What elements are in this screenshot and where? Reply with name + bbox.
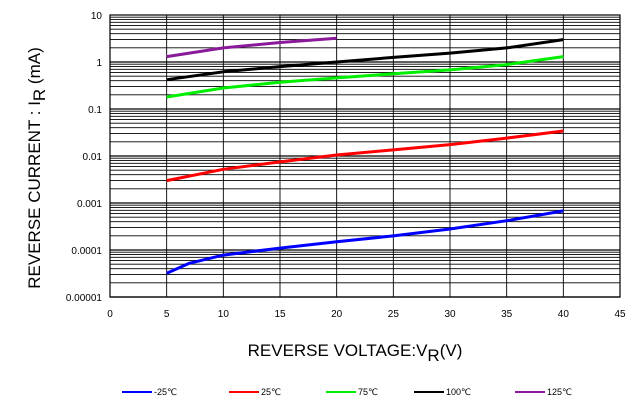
legend-label-3: 100℃ [446,387,471,397]
x-axis-title-sub: R [427,346,439,365]
legend: -25℃ 25℃ 75℃ 100℃ 125℃ [122,387,572,397]
y-tick-labels: 0.00001 0.0001 0.001 0.01 0.1 1 10 [66,11,103,304]
series-line-2 [166,55,564,99]
x-tick-label: 30 [444,309,456,320]
x-tick-label: 35 [501,309,513,320]
x-axis-title-main: REVERSE VOLTAGE:V [248,341,428,360]
y-tick-label: 0.0001 [71,246,102,257]
series-line-4 [166,36,337,59]
x-axis-title-tail: (V) [440,341,463,360]
grid [110,15,620,298]
x-tick-label: 10 [218,309,230,320]
y-axis-title-sub: R [30,89,49,101]
series-line-3 [166,38,564,82]
y-axis-title: REVERSE CURRENT : IR (mA) [25,47,49,289]
x-tick-label: 25 [388,309,400,320]
y-tick-label: 0.1 [88,105,102,116]
y-axis-title-main: REVERSE CURRENT : I [25,101,44,289]
x-tick-label: 15 [274,309,286,320]
series-line-1 [166,129,564,183]
x-tick-label: 20 [331,309,343,320]
legend-label-0: -25℃ [154,387,177,397]
legend-label-1: 25℃ [261,387,281,397]
series-line-0 [166,209,564,275]
y-tick-label: 1 [96,58,102,69]
y-tick-label: 0.01 [83,152,103,163]
x-tick-label: 5 [164,309,170,320]
x-tick-label: 0 [107,309,113,320]
series-lines [166,36,564,275]
legend-label-2: 75℃ [358,387,378,397]
x-axis-title: REVERSE VOLTAGE:VR(V) [248,341,463,365]
y-tick-label: 10 [91,11,103,22]
plot-frame [109,14,621,298]
y-axis-title-tail: (mA) [25,47,44,89]
y-tick-label: 0.001 [77,199,102,210]
x-tick-labels: 0 5 10 15 20 25 30 35 40 45 [107,309,626,320]
legend-label-4: 125℃ [547,387,572,397]
x-tick-label: 40 [558,309,570,320]
x-tick-label: 45 [614,309,626,320]
y-tick-label: 0.00001 [66,293,103,304]
